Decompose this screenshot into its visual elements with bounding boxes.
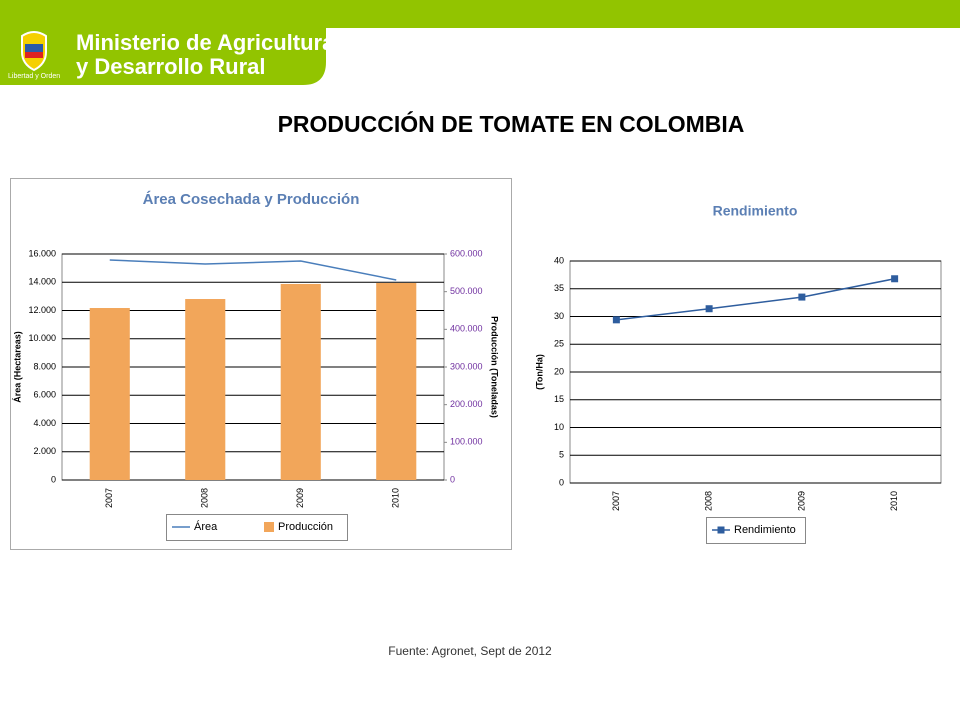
y-tick-label: 10 xyxy=(554,422,564,432)
x-tick-label: 2008 xyxy=(200,488,210,508)
y2-tick-label: 400.000 xyxy=(450,324,483,334)
y-tick-label: 40 xyxy=(554,255,564,265)
y2-tick-label: 0 xyxy=(450,474,455,484)
y-tick-label: 30 xyxy=(554,311,564,321)
marker xyxy=(891,275,899,283)
x-tick-label: 2010 xyxy=(391,488,401,508)
marker xyxy=(705,305,713,313)
y-tick-label: 16.000 xyxy=(28,248,56,258)
y2-tick-label: 600.000 xyxy=(450,248,483,258)
chart-frame xyxy=(10,178,512,550)
y-tick-label: 8.000 xyxy=(33,361,56,371)
legend-label: Producción xyxy=(278,521,333,533)
x-tick-label: 2007 xyxy=(104,488,114,508)
chart-title: Rendimiento xyxy=(713,203,798,219)
bar xyxy=(89,308,130,480)
y2-tick-label: 300.000 xyxy=(450,361,483,371)
y2-tick-label: 200.000 xyxy=(450,399,483,409)
y2-tick-label: 100.000 xyxy=(450,437,483,447)
y-tick-label: 4.000 xyxy=(33,418,56,428)
y-axis-label: Área (Hectareas) xyxy=(12,331,22,403)
y-tick-label: 12.000 xyxy=(28,305,56,315)
legend-label: Área xyxy=(194,520,218,533)
slide-title: PRODUCCIÓN DE TOMATE EN COLOMBIA xyxy=(278,110,745,137)
chart-title: Área Cosechada y Producción xyxy=(143,191,360,208)
y2-axis-label: Producción (Toneladas) xyxy=(490,316,500,418)
marker xyxy=(612,316,620,324)
bar xyxy=(376,283,417,480)
y-tick-label: 0 xyxy=(559,477,564,487)
line xyxy=(616,278,895,321)
y-tick-label: 35 xyxy=(554,283,564,293)
x-tick-label: 2009 xyxy=(796,491,806,511)
line xyxy=(109,259,397,281)
y-tick-label: 25 xyxy=(554,339,564,349)
legend-label: Rendimiento xyxy=(734,524,796,536)
x-tick-label: 2007 xyxy=(611,491,621,511)
y-tick-label: 14.000 xyxy=(28,277,56,287)
motto: Libertad y Orden xyxy=(8,73,60,80)
y-tick-label: 6.000 xyxy=(33,390,56,400)
marker xyxy=(798,293,806,301)
bar xyxy=(280,283,321,480)
legend-marker xyxy=(717,526,725,534)
legend-swatch xyxy=(264,522,274,532)
ministry-name: y Desarrollo Rural xyxy=(76,54,266,79)
coat-of-arms xyxy=(21,31,47,72)
y-axis-label: (Ton/Ha) xyxy=(534,354,544,390)
y-tick-label: 20 xyxy=(554,366,564,376)
y2-tick-label: 500.000 xyxy=(450,286,483,296)
y-tick-label: 2.000 xyxy=(33,446,56,456)
legend-box xyxy=(166,514,348,541)
x-tick-label: 2008 xyxy=(704,491,714,511)
y-tick-label: 10.000 xyxy=(28,333,56,343)
ministry-name: Ministerio de Agricultura xyxy=(76,30,335,55)
source-note: Fuente: Agronet, Sept de 2012 xyxy=(388,644,552,658)
header-logo-area xyxy=(0,0,326,85)
bar xyxy=(185,299,226,480)
y-tick-label: 5 xyxy=(559,450,564,460)
y-tick-label: 0 xyxy=(51,474,56,484)
x-tick-label: 2009 xyxy=(295,488,305,508)
y-tick-label: 15 xyxy=(554,394,564,404)
x-tick-label: 2010 xyxy=(889,491,899,511)
